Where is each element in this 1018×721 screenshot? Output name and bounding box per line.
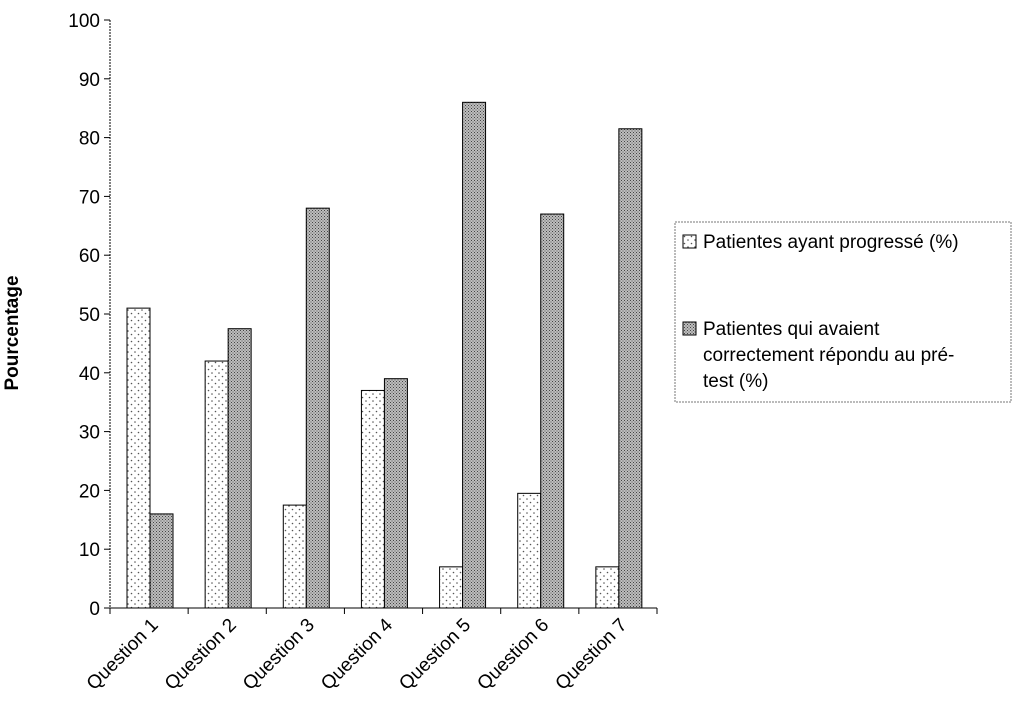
bar-progressed [282,504,307,609]
bar-progressed [517,492,542,609]
y-axis-title: Pourcentage [2,275,23,390]
y-tick-label: 0 [89,599,100,620]
legend-label-2-line-2: correctement répondu au pré- [703,345,954,366]
x-category-label: Question 3 [239,615,319,695]
x-category-label: Question 4 [317,614,397,694]
legend-swatch-1 [682,234,697,249]
y-tick-label: 40 [79,364,100,385]
x-category-label: Question 6 [473,615,553,695]
y-tick-label: 20 [79,481,100,502]
bar-progressed [360,389,385,609]
legend-label-2-line-3: test (%) [703,371,768,392]
y-tick-label: 90 [79,70,100,91]
bar-pretest-correct [149,513,174,609]
y-tick-label: 50 [79,305,100,326]
bar-progressed [595,566,620,609]
y-tick-label: 70 [79,187,100,208]
bars [126,101,643,609]
y-axis: 0 10 20 30 40 50 60 70 80 90 100 [68,11,111,620]
bar-pretest-correct [540,213,565,609]
x-category-label: Question 2 [161,615,241,695]
x-category-label: Question 7 [552,615,632,695]
legend-swatch-2 [682,321,697,336]
y-tick-label: 30 [79,423,100,444]
legend-label-2-line-1: Patientes qui avaient [703,319,880,340]
x-category-label: Question 5 [395,615,475,695]
y-tick-label: 100 [68,11,100,32]
legend: Patientes ayant progressé (%) Patientes … [674,221,1012,403]
y-tick-label: 60 [79,246,100,267]
bar-pretest-correct [383,378,408,609]
bar-pretest-correct [462,101,487,609]
y-tick-label: 10 [79,540,100,561]
bar-pretest-correct [618,128,643,609]
legend-label-1: Patientes ayant progressé (%) [703,232,959,253]
x-category-label: Question 1 [83,615,163,695]
bar-progressed [204,360,229,609]
bar-pretest-correct [305,207,330,609]
bar-progressed [439,566,464,609]
legend-box [674,221,1012,403]
y-tick-label: 80 [79,129,100,150]
bar-progressed [126,307,151,609]
bar-pretest-correct [227,328,252,609]
